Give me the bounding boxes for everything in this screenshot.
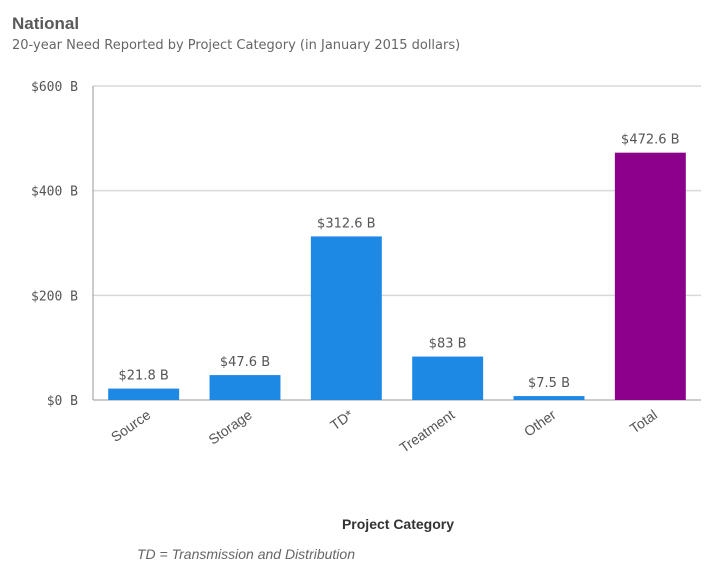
x-tick-label: TD* — [327, 406, 356, 433]
bar-source — [108, 388, 180, 400]
x-tick-label: Other — [521, 406, 559, 439]
data-label: $47.6 B — [220, 355, 270, 370]
data-label: $312.6 B — [317, 216, 376, 231]
x-tick-label: Source — [108, 406, 154, 445]
bar-storage — [209, 375, 281, 400]
y-tick-label: $0 B — [47, 394, 78, 409]
bar-treatment — [412, 356, 484, 400]
x-tick-label: Treatment — [396, 406, 457, 455]
data-label: $83 B — [429, 337, 467, 352]
bar-td — [310, 236, 382, 400]
y-tick-label: $200 B — [31, 289, 78, 304]
bar-other — [513, 396, 585, 400]
chart-title: National — [12, 14, 80, 33]
x-tick-label: Storage — [205, 406, 255, 447]
chart-subtitle: 20-year Need Reported by Project Categor… — [12, 38, 461, 53]
footnote: TD = Transmission and Distribution — [137, 546, 355, 562]
x-tick-label: Total — [627, 406, 660, 436]
y-tick-label: $400 B — [31, 185, 78, 200]
bar-total — [614, 152, 686, 400]
data-label: $7.5 B — [528, 376, 570, 391]
data-label: $21.8 B — [119, 369, 169, 384]
data-label: $472.6 B — [621, 133, 680, 148]
x-axis-title: Project Category — [341, 516, 455, 532]
y-tick-label: $600 B — [31, 80, 78, 95]
